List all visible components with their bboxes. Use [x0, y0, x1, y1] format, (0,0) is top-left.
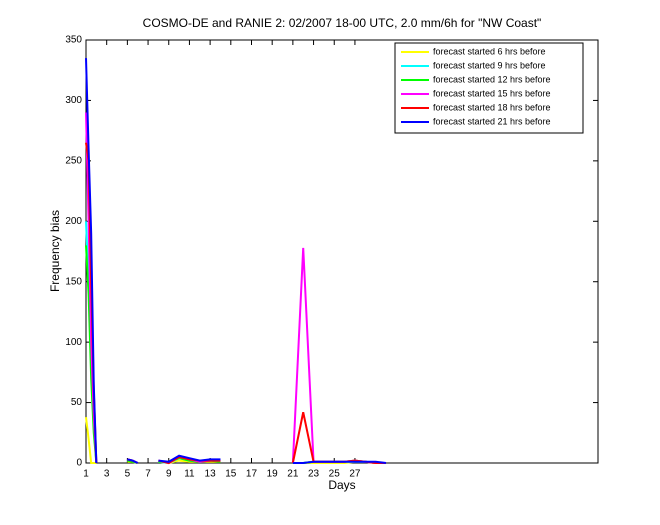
legend-label: forecast started 9 hrs before [433, 60, 546, 70]
x-tick-label: 17 [246, 469, 258, 480]
x-tick-label: 15 [225, 469, 237, 480]
x-tick-label: 13 [205, 469, 217, 480]
x-tick-label: 5 [125, 469, 131, 480]
x-tick-label: 9 [166, 469, 172, 480]
series-line [85, 245, 386, 464]
y-tick-label: 350 [65, 35, 82, 46]
y-tick-label: 100 [65, 337, 82, 348]
y-tick-label: 300 [65, 95, 82, 106]
chart-title: COSMO-DE and RANIE 2: 02/2007 18-00 UTC,… [143, 16, 542, 30]
legend-label: forecast started 21 hrs before [433, 116, 551, 126]
x-tick-label: 23 [308, 469, 320, 480]
y-axis-label: Frequency bias [48, 210, 62, 292]
x-tick-label: 21 [287, 469, 299, 480]
x-tick-label: 1 [83, 469, 89, 480]
legend-box [394, 42, 584, 134]
y-tick-label: 50 [71, 397, 83, 408]
y-tick-label: 0 [76, 458, 82, 469]
x-axis-label: Days [328, 478, 355, 492]
x-tick-label: 7 [145, 469, 151, 480]
y-tick-label: 150 [65, 276, 82, 287]
x-tick-label: 19 [267, 469, 279, 480]
x-tick-label: 25 [329, 469, 341, 480]
x-tick-label: 27 [349, 469, 361, 480]
legend-label: forecast started 6 hrs before [433, 46, 546, 56]
x-tick-label: 3 [104, 469, 110, 480]
legend-label: forecast started 15 hrs before [433, 88, 551, 98]
legend-label: forecast started 12 hrs before [433, 74, 551, 84]
y-tick-label: 250 [65, 155, 82, 166]
y-tick-label: 200 [65, 216, 82, 227]
x-tick-label: 11 [184, 469, 195, 480]
series-line [85, 58, 387, 464]
legend-label: forecast started 18 hrs before [433, 102, 551, 112]
